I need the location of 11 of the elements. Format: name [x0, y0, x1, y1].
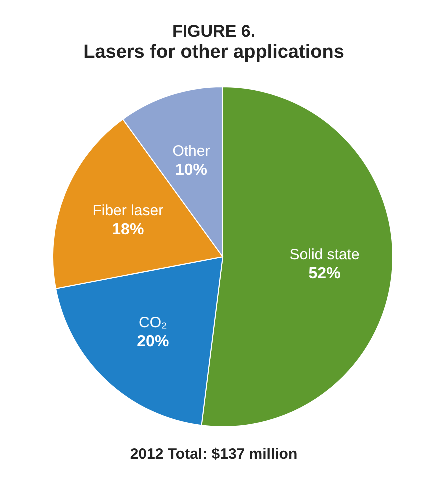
chart-title: FIGURE 6. — [171, 21, 257, 42]
data-label: 18% — [112, 221, 144, 238]
slice-label: Other — [172, 142, 210, 160]
data-label: 20% — [137, 333, 170, 350]
chart-subtitle: Lasers for other applications — [82, 42, 346, 64]
data-label: 52% — [308, 265, 341, 282]
slice-label: Fiber laser — [92, 202, 164, 220]
data-label: 10% — [175, 162, 208, 179]
slice-label: CO₂ — [139, 314, 168, 332]
slice-label: Solid state — [290, 246, 360, 264]
text: 2012 Total: $137 million — [129, 446, 299, 463]
